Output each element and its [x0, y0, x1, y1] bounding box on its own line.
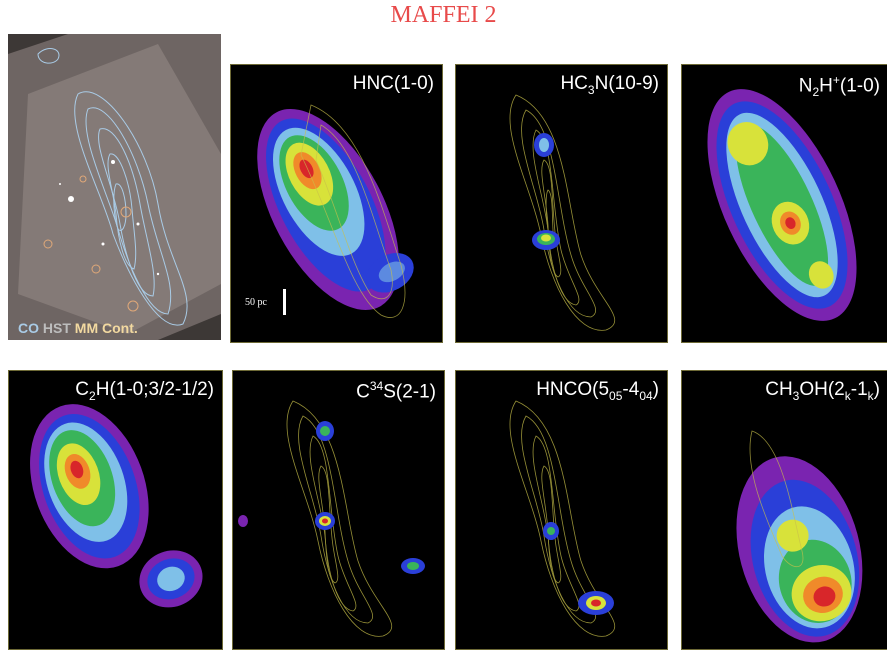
map-panel-hnco: HNCO(505-404): [455, 370, 668, 650]
legend-hst: HST: [42, 320, 71, 336]
panel-label-hc3n: HC3N(10-9): [560, 73, 659, 97]
map-panel-hnc: HNC(1-0) 50 pc: [230, 64, 443, 343]
hst-co-overlay-image: CO HST MM Cont.: [8, 34, 221, 340]
scale-bar: [283, 289, 286, 315]
panel-label-n2h: N2H+(1-0): [798, 73, 880, 100]
map-panel-hc3n: HC3N(10-9): [455, 64, 668, 343]
map-panel-c2h: C2H(1-0;3/2-1/2): [8, 370, 223, 650]
map-panel-ch3oh: CH3OH(2k-1k): [681, 370, 887, 650]
panel-label-c2h: C2H(1-0;3/2-1/2): [75, 379, 214, 403]
legend-mm-cont: MM Cont.: [74, 320, 138, 336]
map-panel-c34s: C34S(2-1): [232, 370, 445, 650]
panel-label-hnco: HNCO(505-404): [536, 379, 659, 403]
panel-label-c34s: C34S(2-1): [356, 379, 436, 403]
panel-label-hnc: HNC(1-0): [352, 73, 434, 94]
panel-label-ch3oh: CH3OH(2k-1k): [765, 379, 880, 403]
scale-label: 50 pc: [245, 297, 267, 308]
map-panel-n2h: N2H+(1-0): [681, 64, 887, 343]
legend-co: CO: [18, 320, 39, 336]
figure-title: MAFFEI 2: [390, 2, 497, 28]
hst-legend: CO HST MM Cont.: [18, 320, 138, 336]
